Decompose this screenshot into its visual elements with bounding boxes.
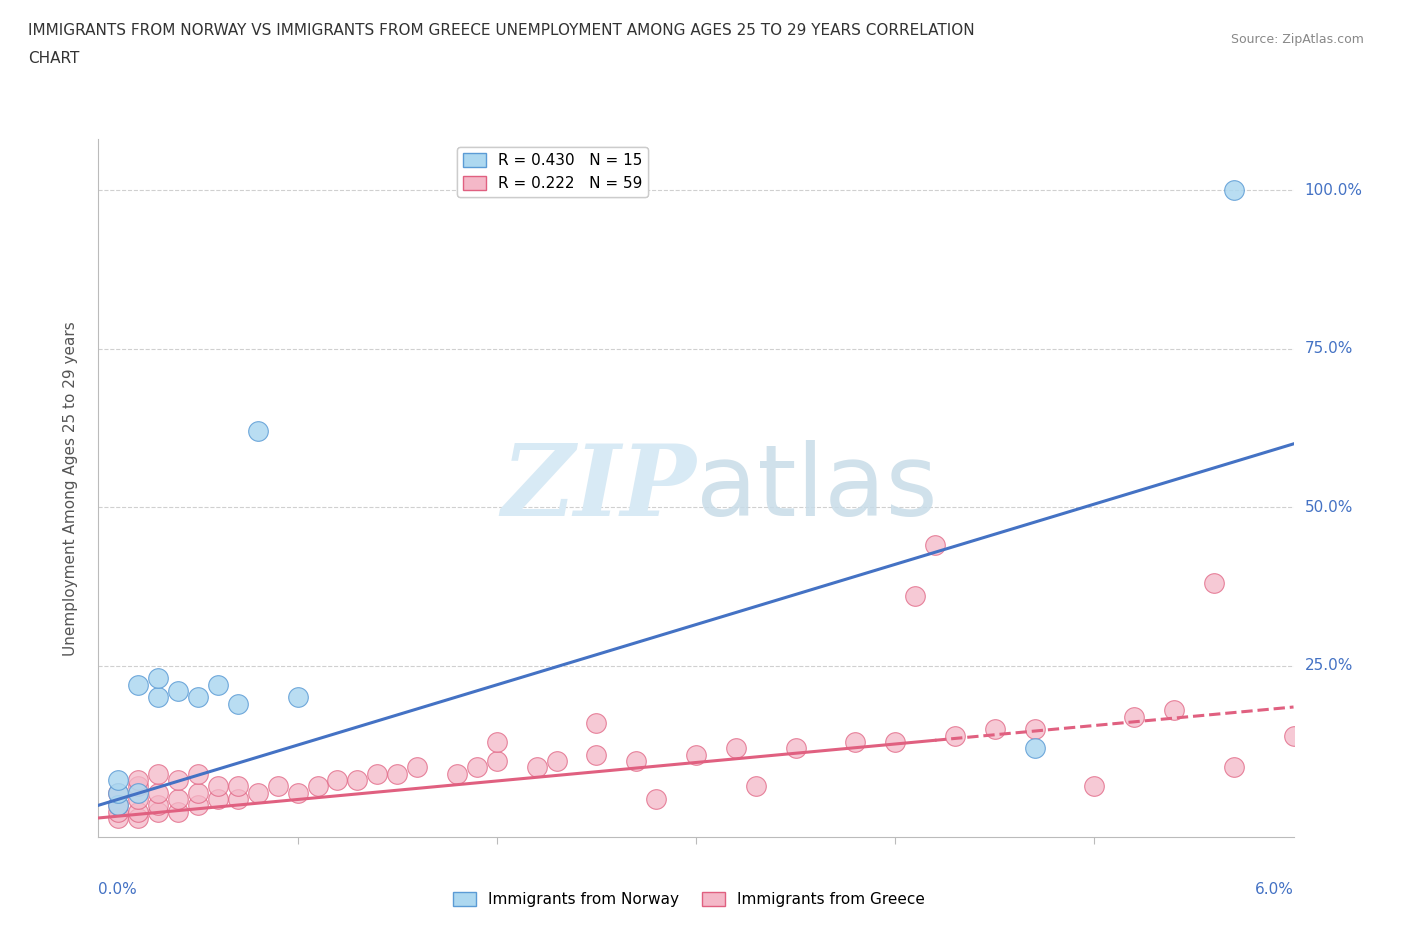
Text: Source: ZipAtlas.com: Source: ZipAtlas.com bbox=[1230, 33, 1364, 46]
Point bbox=[485, 753, 508, 768]
Point bbox=[1202, 576, 1225, 591]
Point bbox=[226, 791, 249, 806]
Point bbox=[187, 766, 209, 781]
Point bbox=[1024, 722, 1046, 737]
Legend: R = 0.430   N = 15, R = 0.222   N = 59: R = 0.430 N = 15, R = 0.222 N = 59 bbox=[457, 147, 648, 197]
Point bbox=[1223, 760, 1246, 775]
Point bbox=[127, 773, 149, 788]
Point bbox=[485, 735, 508, 750]
Point bbox=[785, 741, 807, 756]
Point bbox=[167, 791, 190, 806]
Point bbox=[346, 773, 368, 788]
Point bbox=[385, 766, 409, 781]
Point bbox=[127, 785, 149, 800]
Point bbox=[167, 773, 190, 788]
Text: 6.0%: 6.0% bbox=[1254, 883, 1294, 897]
Point bbox=[107, 811, 129, 826]
Point bbox=[546, 753, 568, 768]
Point bbox=[148, 671, 170, 686]
Point bbox=[148, 690, 170, 705]
Text: CHART: CHART bbox=[28, 51, 80, 66]
Point bbox=[127, 778, 149, 793]
Point bbox=[924, 538, 946, 552]
Point bbox=[1163, 703, 1185, 718]
Point bbox=[1123, 709, 1146, 724]
Point bbox=[904, 589, 927, 604]
Text: ZIP: ZIP bbox=[501, 440, 696, 537]
Point bbox=[446, 766, 468, 781]
Text: IMMIGRANTS FROM NORWAY VS IMMIGRANTS FROM GREECE UNEMPLOYMENT AMONG AGES 25 TO 2: IMMIGRANTS FROM NORWAY VS IMMIGRANTS FRO… bbox=[28, 23, 974, 38]
Point bbox=[246, 424, 269, 439]
Point bbox=[207, 778, 229, 793]
Point bbox=[307, 778, 329, 793]
Point bbox=[107, 798, 129, 813]
Point bbox=[844, 735, 866, 750]
Point bbox=[148, 804, 170, 819]
Point bbox=[127, 811, 149, 826]
Point bbox=[366, 766, 388, 781]
Point bbox=[226, 697, 249, 711]
Point bbox=[287, 690, 309, 705]
Point bbox=[1083, 778, 1105, 793]
Point bbox=[127, 804, 149, 819]
Text: 0.0%: 0.0% bbox=[98, 883, 138, 897]
Text: 75.0%: 75.0% bbox=[1305, 341, 1353, 356]
Point bbox=[226, 778, 249, 793]
Text: atlas: atlas bbox=[696, 440, 938, 537]
Point bbox=[645, 791, 668, 806]
Point bbox=[1024, 741, 1046, 756]
Point bbox=[167, 684, 190, 698]
Point bbox=[107, 804, 129, 819]
Point bbox=[107, 798, 129, 813]
Point bbox=[148, 766, 170, 781]
Point bbox=[745, 778, 768, 793]
Point bbox=[107, 785, 129, 800]
Text: 25.0%: 25.0% bbox=[1305, 658, 1353, 673]
Point bbox=[1282, 728, 1305, 743]
Point bbox=[943, 728, 966, 743]
Point bbox=[187, 798, 209, 813]
Point bbox=[148, 798, 170, 813]
Point bbox=[167, 804, 190, 819]
Y-axis label: Unemployment Among Ages 25 to 29 years: Unemployment Among Ages 25 to 29 years bbox=[63, 321, 77, 656]
Point bbox=[148, 785, 170, 800]
Point bbox=[207, 791, 229, 806]
Point bbox=[127, 791, 149, 806]
Text: 100.0%: 100.0% bbox=[1305, 182, 1362, 198]
Point bbox=[585, 715, 607, 730]
Point bbox=[406, 760, 429, 775]
Point bbox=[127, 677, 149, 692]
Point bbox=[724, 741, 747, 756]
Point bbox=[624, 753, 647, 768]
Point bbox=[585, 747, 607, 762]
Point bbox=[187, 690, 209, 705]
Point bbox=[207, 677, 229, 692]
Point bbox=[326, 773, 349, 788]
Point bbox=[267, 778, 290, 793]
Point bbox=[685, 747, 707, 762]
Point bbox=[287, 785, 309, 800]
Point bbox=[983, 722, 1005, 737]
Point bbox=[884, 735, 907, 750]
Point bbox=[1223, 183, 1246, 198]
Point bbox=[526, 760, 548, 775]
Point bbox=[465, 760, 488, 775]
Point bbox=[187, 785, 209, 800]
Point bbox=[246, 785, 269, 800]
Point bbox=[107, 773, 129, 788]
Text: 50.0%: 50.0% bbox=[1305, 499, 1353, 515]
Legend: Immigrants from Norway, Immigrants from Greece: Immigrants from Norway, Immigrants from … bbox=[447, 885, 931, 913]
Point bbox=[107, 785, 129, 800]
